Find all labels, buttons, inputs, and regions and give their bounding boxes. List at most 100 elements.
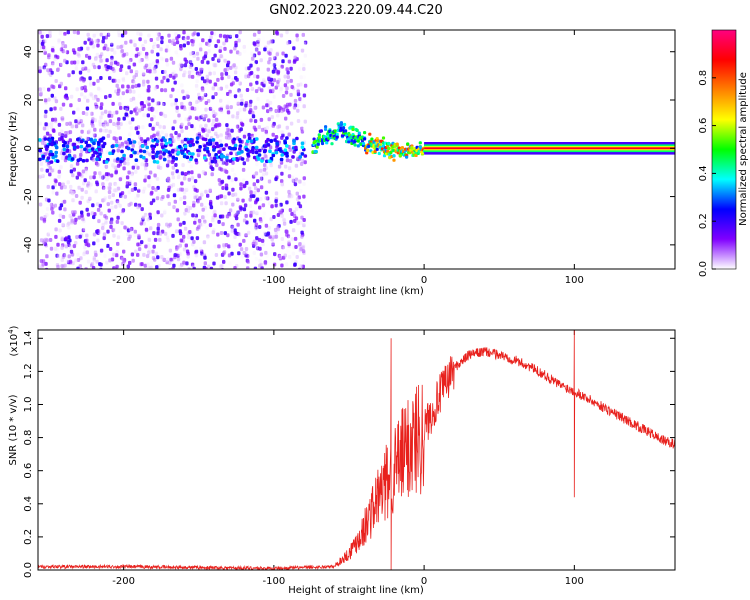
spectrogram-cell [292, 46, 296, 51]
spectrogram-cell [137, 94, 142, 98]
spectrogram-cell [260, 238, 265, 243]
spectrogram-cell [281, 184, 286, 189]
spectrogram-cell [235, 100, 240, 105]
spectrogram-cell [279, 33, 284, 38]
y-tick-label: 0 [23, 145, 34, 151]
spectrogram-cell [41, 262, 45, 267]
y-tick-label: 20 [23, 94, 34, 107]
spectrogram-cell [176, 137, 181, 141]
spectrogram-cell [118, 102, 122, 107]
spectrogram-cell [151, 156, 156, 160]
spectrogram-cell [189, 140, 194, 144]
spectrogram-cell [270, 115, 274, 120]
spectrogram-cell [275, 238, 279, 243]
spectrogram-cell [223, 169, 228, 174]
spectrogram-cell [293, 169, 298, 174]
spectrogram-cell [43, 50, 47, 55]
spectrogram-cell [63, 263, 67, 268]
spectrogram-cell [236, 151, 241, 155]
spectrogram-cell [93, 127, 97, 132]
spectrogram-cell [72, 167, 76, 172]
spectrogram-cell [94, 189, 98, 194]
spectrogram-cell [136, 186, 141, 191]
spectrogram-cell [84, 112, 89, 117]
spectrogram-cell [101, 39, 105, 44]
spectrogram-cell [251, 174, 256, 179]
spectrogram-cell [191, 32, 195, 37]
spectrogram-cell [295, 33, 299, 38]
spectrogram-cell [178, 116, 182, 121]
spectrogram-cell [42, 126, 47, 131]
spectrogram-cell [244, 232, 249, 237]
spectrogram-cell [208, 188, 212, 193]
spectrogram-cell [254, 47, 259, 52]
spectrogram-cell [134, 202, 138, 207]
spectrogram-cell [108, 186, 112, 191]
spectrogram-cell [250, 133, 254, 138]
spectrogram-cell [237, 88, 241, 93]
spectrogram-cell [285, 154, 289, 158]
spectrogram-cell [107, 113, 111, 118]
spectrogram-cell [225, 161, 229, 166]
spectrogram-cell [152, 231, 156, 236]
spectrogram-cell [206, 149, 210, 154]
spectrogram-cell [212, 148, 216, 152]
spectrogram-cell [280, 213, 284, 218]
spectrogram-cell [266, 42, 270, 47]
spectrogram-cell [136, 242, 140, 247]
colorbar-tick-label: 0.6 [698, 118, 709, 134]
spectrogram-cell [158, 124, 162, 129]
spectrogram-cell [90, 111, 94, 116]
spectrogram-cell [274, 199, 278, 204]
spectrogram-cell [161, 195, 165, 199]
spectrogram-cell [179, 62, 183, 67]
spectrogram-cell [174, 157, 178, 161]
spectrogram-cell [179, 67, 183, 71]
spectrogram-cell [139, 101, 144, 106]
spectrogram-cell [190, 170, 194, 175]
spectrogram-cell [159, 164, 164, 169]
spectrogram-cell [61, 143, 66, 148]
spectrogram-cell [279, 157, 284, 162]
spectrogram-cell [148, 179, 152, 184]
spectrogram-cell [98, 152, 102, 156]
spectrogram-cell [191, 51, 195, 55]
spectrogram-cell [158, 155, 163, 159]
spectrogram-cell [283, 79, 287, 83]
spectrogram-cell [267, 117, 271, 122]
spectrogram-cell [212, 261, 216, 266]
spectrogram-cell [127, 170, 131, 175]
spectrogram-cell [147, 163, 152, 168]
snr-ylabel: SNR (10 * v/v) [8, 394, 19, 465]
spectrogram-cell [226, 100, 231, 105]
spectrogram-cell [118, 229, 122, 234]
spectrogram-cell [269, 232, 274, 237]
spectrogram-cell [125, 89, 129, 94]
spectrogram-cell [277, 108, 281, 113]
spectrogram-cell [208, 187, 212, 192]
spectrogram-cell [244, 263, 249, 268]
spectrogram-cell [109, 61, 114, 66]
spectrogram-cell [124, 40, 128, 45]
spectrogram-cell [128, 227, 133, 232]
spectrogram-cell [204, 123, 208, 128]
spectrogram-cell [47, 230, 52, 235]
spectrogram-cell [49, 246, 54, 251]
spectrogram-cell [294, 216, 299, 221]
spectrogram-cell [56, 67, 61, 72]
spectrogram-cell [61, 43, 65, 48]
spectrogram-cell [291, 259, 295, 264]
spectrogram-cell [285, 136, 289, 140]
spectrogram-cell [161, 257, 165, 262]
spectrogram-cell [157, 32, 161, 37]
spectrogram-cell [208, 138, 212, 143]
spectrogram-cell [281, 94, 286, 98]
spectrogram-cell [93, 150, 98, 155]
spectrogram-cell [299, 82, 303, 87]
spectrogram-cell [82, 227, 87, 232]
spectrogram-cell [177, 172, 181, 176]
spectrogram-cell [96, 78, 100, 83]
spectrogram-cell [122, 153, 126, 158]
spectrogram-cell [243, 49, 247, 54]
y-tick-label: 1.2 [23, 363, 34, 379]
